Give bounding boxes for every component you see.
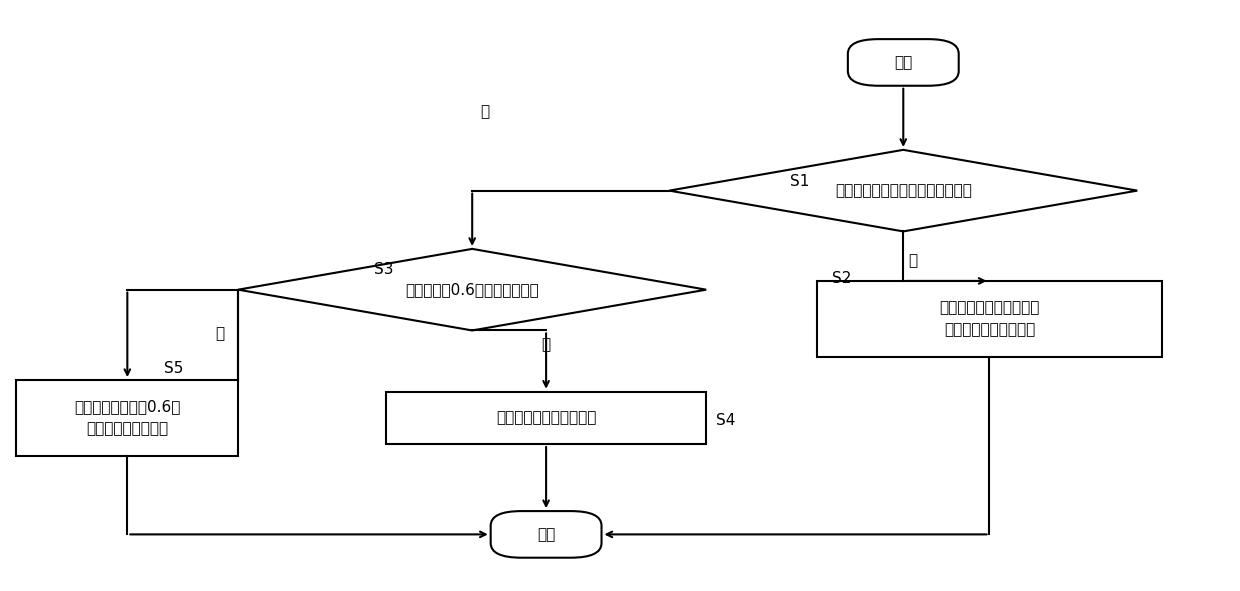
Polygon shape xyxy=(670,150,1137,232)
Text: S4: S4 xyxy=(715,413,735,428)
Text: S3: S3 xyxy=(373,262,393,277)
Text: 开始: 开始 xyxy=(894,55,913,70)
Text: 否: 否 xyxy=(216,326,224,341)
FancyBboxPatch shape xyxy=(848,39,959,86)
Text: 结束: 结束 xyxy=(537,527,556,542)
Text: S1: S1 xyxy=(790,174,810,189)
Bar xyxy=(386,392,707,444)
Bar xyxy=(817,281,1162,357)
Text: S5: S5 xyxy=(164,361,184,376)
Text: 是: 是 xyxy=(909,253,918,268)
Polygon shape xyxy=(238,249,707,330)
Text: 否: 否 xyxy=(480,105,489,119)
FancyBboxPatch shape xyxy=(491,511,601,558)
Text: 增加所述压下辊的压下量: 增加所述压下辊的压下量 xyxy=(496,410,596,426)
Text: 在铸坯中心固相率0.6以
后的位置增加压下辊: 在铸坯中心固相率0.6以 后的位置增加压下辊 xyxy=(74,400,181,437)
Text: 检测的中心密度达到第一设定范围: 检测的中心密度达到第一设定范围 xyxy=(835,183,972,198)
Bar xyxy=(16,380,238,456)
Text: 是: 是 xyxy=(542,337,551,352)
Text: S2: S2 xyxy=(832,271,851,285)
Text: 根据检测的铸坯中心密度
设定加热炉的加热时间: 根据检测的铸坯中心密度 设定加热炉的加热时间 xyxy=(940,300,1039,337)
Text: 中心固相率0.6以后存在压下辊: 中心固相率0.6以后存在压下辊 xyxy=(405,282,539,297)
